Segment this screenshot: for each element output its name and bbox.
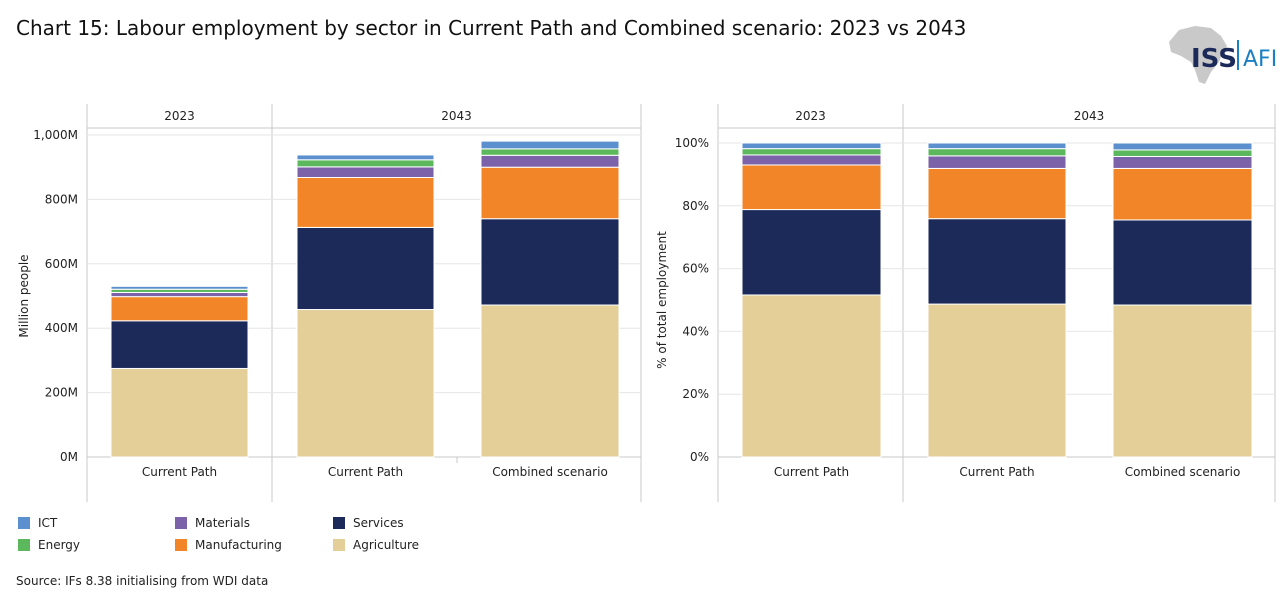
bar-segment-ict (927, 142, 1067, 150)
bar-segment-energy (296, 159, 435, 168)
y-axis-label: % of total employment (655, 231, 669, 369)
bar-segment-manufacturing (110, 296, 249, 322)
bar-segment-services (480, 218, 620, 306)
legend-item-manufacturing: Manufacturing (175, 538, 282, 552)
group-header-label: 2043 (441, 109, 472, 123)
legend-item-materials: Materials (175, 516, 250, 530)
bar-segment-agriculture (1112, 304, 1253, 458)
x-category-label: Combined scenario (492, 465, 608, 479)
bar-segment-energy (741, 148, 882, 156)
bar-segment-manufacturing (741, 164, 882, 211)
legend-swatch-icon (333, 517, 345, 529)
bar-segment-services (110, 320, 249, 369)
bar-segment-agriculture (110, 367, 249, 458)
chart-title: Chart 15: Labour employment by sector in… (16, 16, 967, 40)
legend-label: Energy (38, 538, 81, 552)
bar-segment-ict (1112, 142, 1253, 151)
legend-swatch-icon (175, 539, 187, 551)
iss-logo: ISS AFI (1169, 26, 1277, 84)
x-category-label: Current Path (959, 465, 1034, 479)
legend-swatch-icon (18, 517, 30, 529)
y-tick-label: 0M (60, 450, 78, 464)
y-tick-label: 1,000M (33, 128, 78, 142)
bar-segment-agriculture (741, 294, 882, 458)
bar-segment-agriculture (480, 304, 620, 458)
bar-segment-ict (480, 140, 620, 150)
legend-label: Services (353, 516, 404, 530)
y-axis-label: Million people (17, 254, 31, 337)
bar-segment-ict (110, 285, 249, 290)
legend-swatch-icon (333, 539, 345, 551)
y-tick-label: 200M (45, 386, 78, 400)
legend-item-services: Services (333, 516, 404, 530)
y-tick-label: 100% (675, 136, 709, 150)
bar-segment-services (1112, 219, 1253, 306)
legend-label: Agriculture (353, 538, 419, 552)
legend-swatch-icon (175, 517, 187, 529)
africa-map-icon (1169, 26, 1227, 84)
logo-text: ISS (1191, 44, 1237, 74)
legend-item-energy: Energy (18, 538, 80, 552)
x-category-label: Current Path (774, 465, 849, 479)
bar-segment-materials (110, 291, 249, 298)
legend-label: ICT (38, 516, 58, 530)
bar-segment-manufacturing (927, 167, 1067, 220)
y-tick-label: 800M (45, 192, 78, 206)
bar-segment-agriculture (927, 303, 1067, 458)
bar-segment-energy (927, 148, 1067, 157)
bar-segment-energy (480, 148, 620, 156)
chart-panel-1: 0M 200M 400M 600M 800M 1,000M Million people 20… (17, 104, 642, 502)
bar-segment-manufacturing (296, 177, 435, 228)
logo-suffix: AFI (1243, 47, 1277, 72)
bar-segment-manufacturing (480, 166, 620, 220)
legend-item-agriculture: Agriculture (333, 538, 419, 552)
bar-segment-energy (1112, 149, 1253, 158)
x-category-label: Current Path (142, 465, 217, 479)
bar-segment-materials (741, 154, 882, 166)
chart-panel-2: 0% 20% 40% 60% 80% 100% % of total employment 2… (655, 104, 1276, 502)
group-header-label: 2023 (164, 109, 195, 123)
legend-label: Manufacturing (195, 538, 282, 552)
bar-segment-materials (296, 166, 435, 179)
bar-segment-agriculture (296, 309, 435, 458)
bar-segment-services (741, 209, 882, 296)
y-tick-label: 60% (682, 262, 709, 276)
bar-segment-services (296, 226, 435, 311)
group-header-label: 2023 (795, 109, 826, 123)
y-tick-label: 0% (690, 450, 709, 464)
bar-segment-ict (741, 142, 882, 150)
y-tick-label: 80% (682, 199, 709, 213)
logo-divider (1237, 40, 1239, 70)
x-category-label: Combined scenario (1125, 465, 1241, 479)
source-note: Source: IFs 8.38 initialising from WDI d… (16, 574, 269, 588)
bar-segment-materials (927, 155, 1067, 169)
y-tick-label: 400M (45, 321, 78, 335)
bar-segment-materials (1112, 156, 1253, 169)
x-category-label: Current Path (328, 465, 403, 479)
y-tick-label: 40% (682, 324, 709, 338)
bar-segment-services (927, 218, 1067, 305)
bar-segment-materials (480, 154, 620, 168)
legend: ICT Materials Services Energy Manufacturing A… (18, 516, 618, 566)
legend-swatch-icon (18, 539, 30, 551)
group-header-label: 2043 (1074, 109, 1105, 123)
legend-label: Materials (195, 516, 251, 530)
y-tick-label: 20% (682, 387, 709, 401)
legend-item-ict: ICT (18, 516, 57, 530)
bar-segment-manufacturing (1112, 167, 1253, 221)
bar-segment-ict (296, 154, 435, 161)
y-tick-label: 600M (45, 257, 78, 271)
